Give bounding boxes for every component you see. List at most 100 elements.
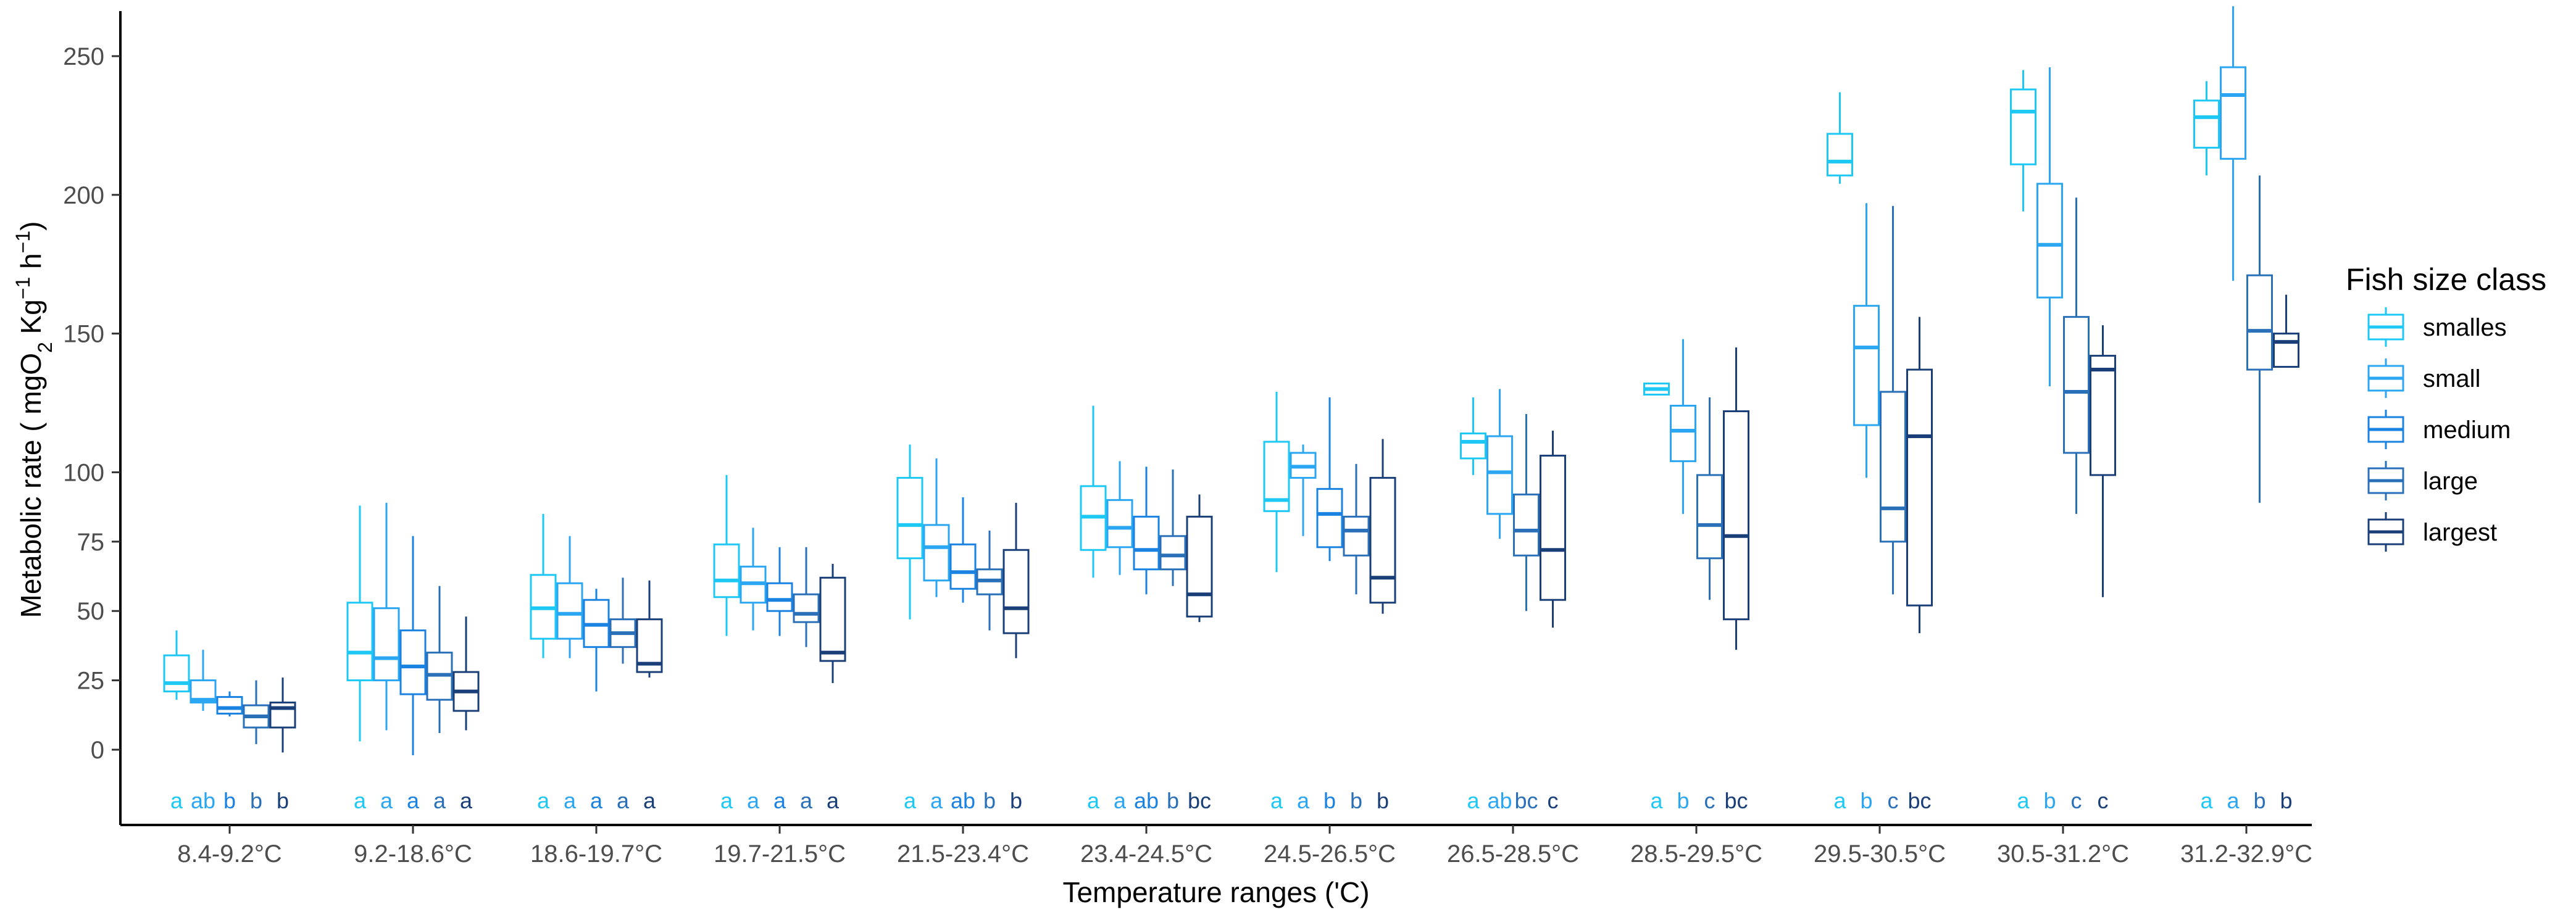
legend: Fish size class smalles small medium large l…	[2346, 262, 2546, 552]
y-tick-label: 50	[77, 598, 105, 625]
x-axis-title: Temperature ranges ('C)	[1062, 876, 1369, 908]
legend-entries: smalles small medium large largest	[2367, 307, 2511, 552]
box-iqr	[2273, 333, 2299, 368]
category-group	[1080, 405, 1213, 623]
box-small	[190, 650, 217, 711]
significance-letter: a	[1114, 788, 1127, 813]
y-title-mid2: h	[15, 253, 47, 276]
box-iqr	[713, 543, 740, 599]
box-iqr	[399, 629, 427, 695]
box-iqr	[819, 576, 846, 662]
significance-letter: a	[354, 788, 367, 813]
box-smalles	[1827, 92, 1853, 184]
box-small	[740, 528, 767, 631]
category-group	[1827, 92, 1933, 634]
x-tick-label: 19.7-21.5°C	[714, 840, 846, 868]
legend-label: medium	[2423, 416, 2511, 444]
box-iqr	[2010, 88, 2036, 165]
significance-letter: a	[2227, 788, 2240, 813]
box-small	[2220, 6, 2246, 281]
y-tick-label: 150	[63, 321, 104, 348]
significance-letter: a	[170, 788, 183, 813]
significance-letter: a	[407, 788, 420, 813]
significance-letter: bc	[1188, 788, 1211, 813]
box-smalles	[1080, 405, 1107, 578]
legend-entry-medium: medium	[2367, 410, 2511, 449]
significance-letter: a	[433, 788, 446, 813]
significance-letter: a	[720, 788, 733, 813]
category-group	[1460, 389, 1566, 628]
box-iqr	[1880, 391, 1906, 543]
legend-entry-small: small	[2367, 358, 2480, 398]
y-tick-label: 0	[91, 737, 104, 764]
box-small	[1106, 461, 1133, 575]
y-tick-label: 25	[77, 668, 105, 695]
significance-letter: a	[1297, 788, 1310, 813]
x-tick-label: 31.2-32.9°C	[2180, 840, 2312, 868]
significance-letter: b	[2043, 788, 2056, 813]
significance-letter: a	[1650, 788, 1663, 813]
significance-letter: b	[2280, 788, 2292, 813]
box-iqr	[1513, 493, 1540, 557]
significance-letter: c	[1888, 788, 1899, 813]
significance-letter: c	[2098, 788, 2109, 813]
box-smalles	[2010, 70, 2036, 212]
box-iqr	[1827, 133, 1853, 176]
significance-letter: b	[1677, 788, 1689, 813]
box-largest	[1369, 439, 1396, 614]
box-large	[609, 578, 636, 664]
box-iqr	[1670, 404, 1696, 462]
significance-letter: bc	[1514, 788, 1538, 813]
box-smalles	[1643, 383, 1670, 396]
significance-letter: b	[1860, 788, 1872, 813]
significance-letter: b	[1010, 788, 1022, 813]
x-tick-label: 8.4-9.2°C	[177, 840, 281, 868]
significance-group: a b c bc	[1650, 788, 1748, 813]
significance-letter: b	[1350, 788, 1362, 813]
box-iqr	[373, 607, 400, 682]
box-medium	[1316, 397, 1343, 562]
box-largest	[452, 616, 480, 731]
significance-letter: b	[1377, 788, 1389, 813]
box-largest	[1906, 317, 1933, 634]
significance-letter: a	[617, 788, 630, 813]
y-title-sup1: −1	[12, 277, 34, 299]
box-smalles	[2193, 81, 2220, 176]
box-largest	[269, 678, 296, 753]
box-large	[2063, 197, 2090, 514]
box-large	[1880, 205, 1906, 595]
significance-letter: a	[2200, 788, 2213, 813]
box-small	[1670, 339, 1696, 514]
box-iqr	[1343, 515, 1370, 557]
x-tick-label: 28.5-29.5°C	[1630, 840, 1762, 868]
significance-letter: b	[1323, 788, 1336, 813]
box-large	[976, 530, 1003, 631]
box-iqr	[1186, 515, 1213, 618]
legend-label: largest	[2423, 519, 2497, 546]
box-medium	[766, 547, 793, 636]
legend-title: Fish size class	[2346, 262, 2546, 297]
y-axis-title: Metabolic rate ( mgO2 Kg−1 h−1)	[12, 222, 56, 618]
significance-group: a ab bc c	[1467, 788, 1558, 813]
box-small	[923, 458, 950, 597]
box-medium	[949, 497, 977, 603]
box-large	[1343, 463, 1370, 595]
box-iqr	[2090, 355, 2116, 476]
box-smalles	[530, 513, 557, 658]
box-large	[426, 586, 453, 734]
category-group	[1263, 392, 1396, 614]
y-title-sub: 2	[34, 342, 56, 353]
x-ticks: 8.4-9.2°C 9.2-18.6°C 18.6-19.7°C 19.7-21.5°…	[177, 825, 2312, 868]
x-tick-label: 24.5-26.5°C	[1264, 840, 1396, 868]
significance-letter: c	[1704, 788, 1715, 813]
significance-letter: ab	[1134, 788, 1159, 813]
y-title-mid1: Kg	[15, 299, 47, 342]
legend-entry-large: large	[2367, 461, 2478, 500]
